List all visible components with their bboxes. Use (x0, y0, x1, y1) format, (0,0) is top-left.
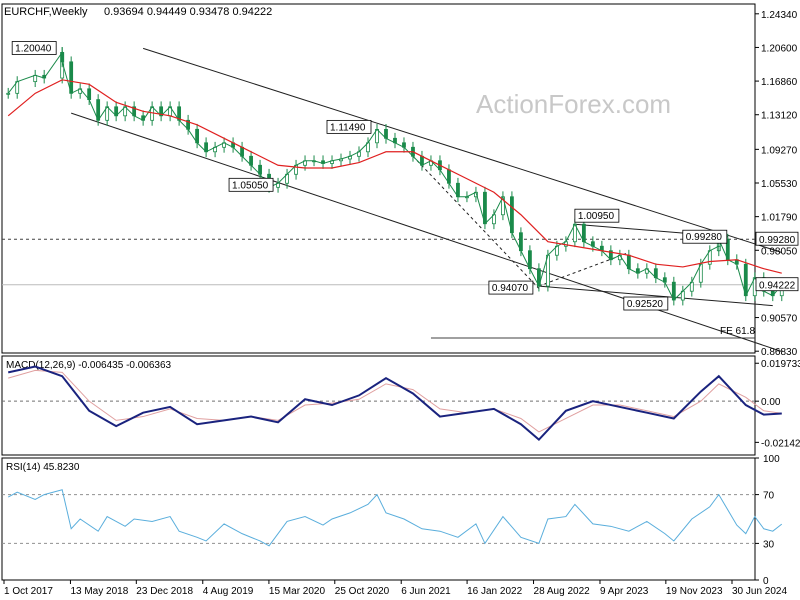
rsi-line (7, 489, 783, 547)
rsi-ytick-label: 100 (763, 454, 780, 465)
price-annotation-box (574, 208, 620, 223)
chart-ohlc: 0.93694 0.94449 0.93478 0.94222 (104, 6, 272, 18)
main-ytick-label: 0.86830 (761, 347, 798, 358)
macd-ytick-label: -0.021424 (761, 438, 800, 449)
price-tag: 0.99280 (755, 231, 799, 246)
macd-ytick-label: 0.00 (761, 397, 781, 408)
price-annotation-label: 1.00950 (578, 211, 615, 222)
price-annotation: 0.92520 (623, 296, 669, 311)
price-tag-label: 0.94222 (759, 281, 796, 292)
xtick-label: 6 Jun 2021 (401, 586, 451, 597)
price-annotation-box (326, 119, 372, 134)
main-ytick-label: 0.98050 (761, 246, 798, 257)
price-tag-box (755, 277, 799, 292)
main-ytick-label: 1.09270 (761, 145, 798, 156)
main-ytick-label: 1.16860 (761, 77, 798, 88)
macd-ytick-label: 0.019733 (761, 359, 800, 370)
price-annotation-box (623, 296, 669, 311)
chart-symbol: EURCHF,Weekly (4, 6, 88, 18)
xtick-label: 25 Oct 2020 (335, 586, 390, 597)
price-line (7, 50, 783, 301)
xtick-label: 23 Dec 2018 (136, 586, 193, 597)
price-tag: 0.94222 (755, 277, 799, 292)
rsi-ytick-label: 0 (763, 576, 769, 587)
price-annotation: 1.00950 (574, 208, 620, 223)
candle-body (6, 92, 11, 95)
xtick-label: 9 Apr 2023 (600, 586, 649, 597)
price-annotation-box (228, 177, 274, 192)
xtick-label: 4 Aug 2019 (203, 586, 254, 597)
macd-line (7, 365, 782, 442)
rsi-title: RSI(14) 45.8230 (6, 462, 80, 473)
price-annotation: 1.11490 (326, 119, 372, 134)
price-tag-label: 0.99280 (759, 235, 796, 246)
price-tag-box (755, 231, 799, 246)
xtick-label: 30 Jun 2024 (732, 586, 787, 597)
price-annotation: 1.20040 (11, 41, 57, 55)
trend-line (142, 47, 782, 254)
panel-frame-2 (1, 457, 756, 581)
macd-signal-line (8, 369, 782, 433)
price-annotation-label: 1.20040 (15, 43, 52, 54)
trend-line (412, 155, 540, 289)
macd-title: MACD(12,26,9) -0.006435 -0.006363 (6, 360, 172, 371)
price-annotation: 1.05050 (228, 177, 274, 192)
sma-line (7, 79, 782, 274)
main-ytick-label: 1.01790 (761, 213, 798, 224)
price-annotation-box (11, 41, 57, 55)
price-annotation: 0.94070 (488, 280, 534, 295)
price-annotation-label: 1.11490 (330, 122, 366, 133)
price-annotation-box (682, 229, 728, 244)
main-ytick-label: 1.20600 (761, 43, 798, 54)
panel-frame-1 (1, 355, 756, 456)
price-annotation-label: 1.05050 (232, 180, 269, 191)
price-annotation-box (488, 280, 534, 295)
main-ytick-label: 0.90570 (761, 314, 798, 325)
main-ytick-label: 1.24340 (761, 10, 798, 21)
main-ytick-label: 1.13120 (761, 111, 798, 122)
price-annotation-label: 0.94070 (492, 283, 529, 294)
rsi-ytick-label: 30 (763, 539, 775, 550)
xtick-label: 1 Oct 2017 (4, 586, 53, 597)
price-annotation-label: 0.92520 (627, 299, 664, 310)
fe-label: FE 61.8 (720, 326, 755, 337)
panel-frame-0 (1, 3, 756, 354)
watermark: ActionForex.com (476, 89, 671, 119)
xtick-label: 19 Nov 2023 (666, 586, 723, 597)
trend-line (71, 112, 782, 352)
xtick-label: 28 Aug 2022 (534, 586, 591, 597)
xtick-label: 13 May 2018 (70, 586, 128, 597)
main-ytick-label: 1.05530 (761, 179, 798, 190)
trend-line (538, 285, 773, 307)
price-annotation-label: 0.99280 (686, 232, 723, 243)
rsi-ytick-label: 70 (763, 491, 775, 502)
price-annotation: 0.99280 (682, 229, 728, 244)
candle-body (33, 74, 38, 83)
xtick-label: 16 Jan 2022 (467, 586, 522, 597)
xtick-label: 15 Mar 2020 (269, 586, 326, 597)
